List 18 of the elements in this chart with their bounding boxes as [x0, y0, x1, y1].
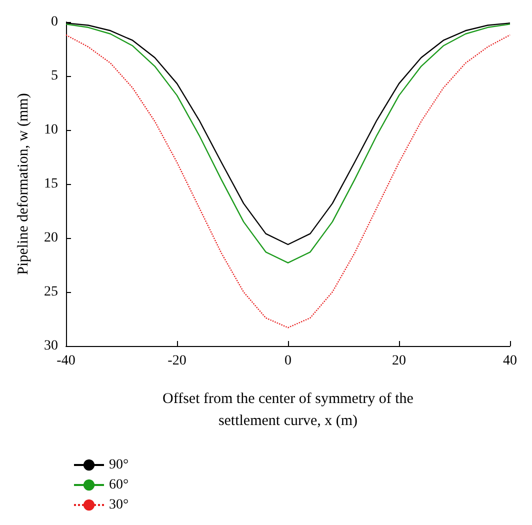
- y-tick-label: 10: [44, 122, 58, 138]
- x-axis-title: Offset from the center of symmetry of the settlement curve, x (m): [162, 391, 414, 429]
- legend-label: 90°: [109, 458, 129, 472]
- y-tick-label: 30: [44, 338, 58, 354]
- y-tick-label: 15: [44, 176, 58, 192]
- x-tick-label: -40: [56, 354, 76, 368]
- x-tick-label: 20: [392, 354, 406, 368]
- x-tick-label: 0: [284, 354, 292, 368]
- y-tick-label: 0: [51, 14, 58, 30]
- x-tick-label: -20: [168, 354, 186, 368]
- y-tick-label: 20: [44, 230, 58, 246]
- y-tick-label: 5: [51, 68, 58, 84]
- legend-label: 60°: [109, 478, 129, 492]
- legend-label: 30°: [109, 498, 129, 512]
- y-axis-title: Pipeline deformation, w (mm): [16, 93, 32, 275]
- line-series: [65, 34, 511, 328]
- y-tick-label: 25: [44, 284, 58, 300]
- x-tick-label: 40: [503, 354, 517, 368]
